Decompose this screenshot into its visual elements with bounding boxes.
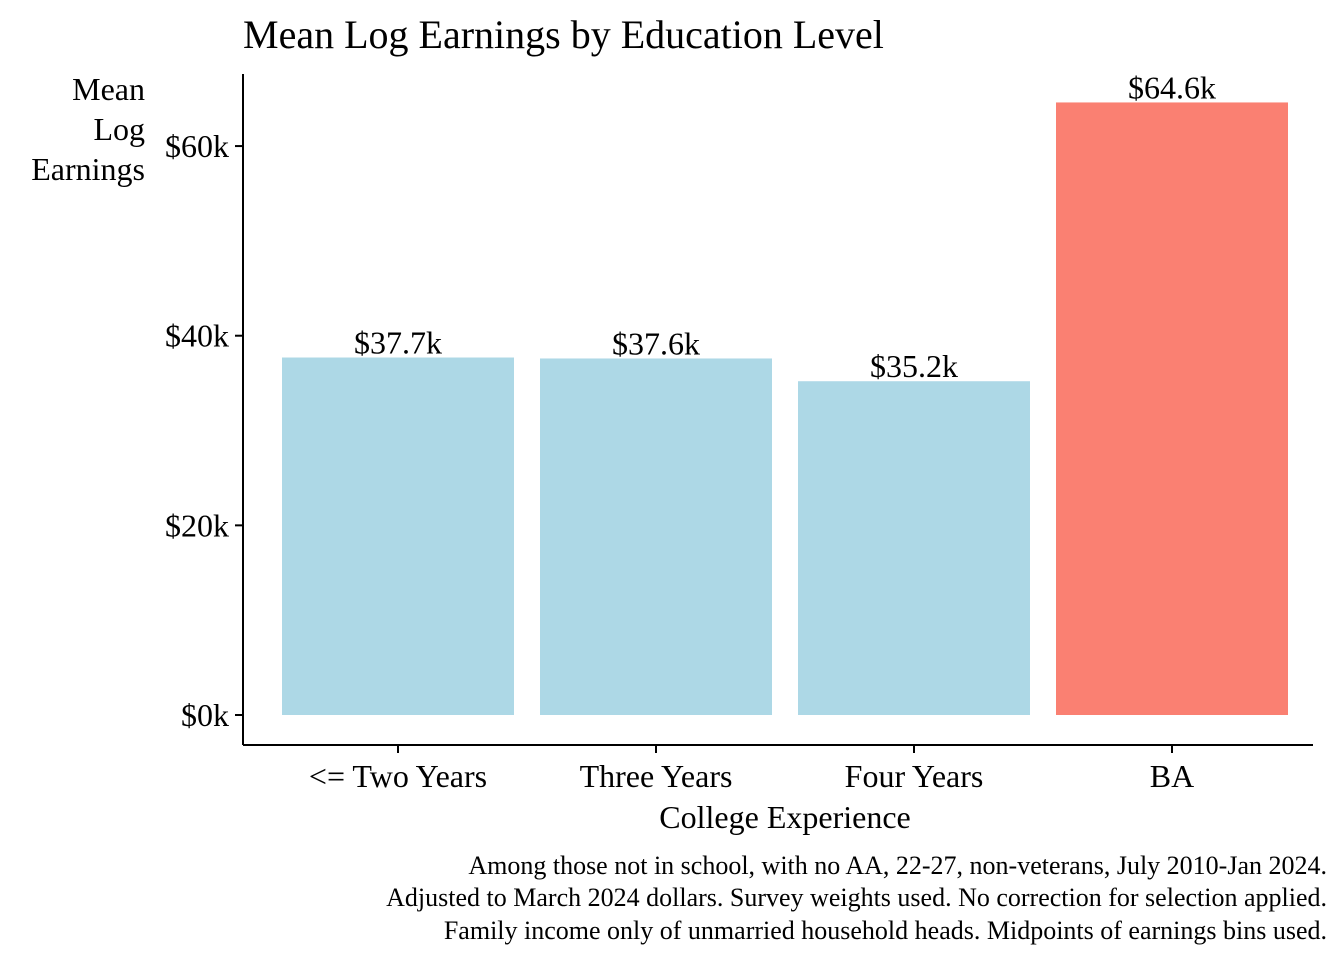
x-axis-ticks: <= Two Years Three Years Four Years BA (309, 745, 1194, 794)
x-axis-title: College Experience (659, 799, 910, 835)
bar (798, 381, 1030, 715)
y-tick-label: $0k (181, 697, 229, 733)
caption-line: Among those not in school, with no AA, 2… (468, 851, 1327, 880)
bar-value-label: $35.2k (870, 348, 958, 384)
y-tick-label: $20k (165, 507, 229, 543)
y-axis-title-line: Mean (72, 71, 145, 107)
y-tick-label: $60k (165, 128, 229, 164)
chart-title: Mean Log Earnings by Education Level (243, 12, 884, 57)
caption-line: Adjusted to March 2024 dollars. Survey w… (386, 883, 1327, 912)
bar-value-label: $37.7k (354, 325, 442, 361)
bar (282, 357, 514, 715)
caption: Among those not in school, with no AA, 2… (386, 851, 1327, 945)
bars (282, 102, 1288, 715)
y-axis-title-line: Log (93, 111, 145, 147)
x-tick-label: Three Years (580, 758, 733, 794)
bar-value-labels: $37.7k $37.6k $35.2k $64.6k (354, 69, 1216, 384)
x-tick-label: <= Two Years (309, 758, 487, 794)
caption-line: Family income only of unmarried househol… (444, 916, 1327, 945)
bar (1056, 102, 1288, 715)
y-axis-title: Mean Log Earnings (31, 71, 145, 187)
y-axis-ticks: $0k $20k $40k $60k (165, 128, 243, 733)
y-axis-title-line: Earnings (31, 151, 145, 187)
bar-value-label: $64.6k (1128, 69, 1216, 105)
bar-value-label: $37.6k (612, 325, 700, 361)
x-tick-label: BA (1150, 758, 1194, 794)
y-tick-label: $40k (165, 318, 229, 354)
bar (540, 358, 772, 715)
x-tick-label: Four Years (845, 758, 984, 794)
